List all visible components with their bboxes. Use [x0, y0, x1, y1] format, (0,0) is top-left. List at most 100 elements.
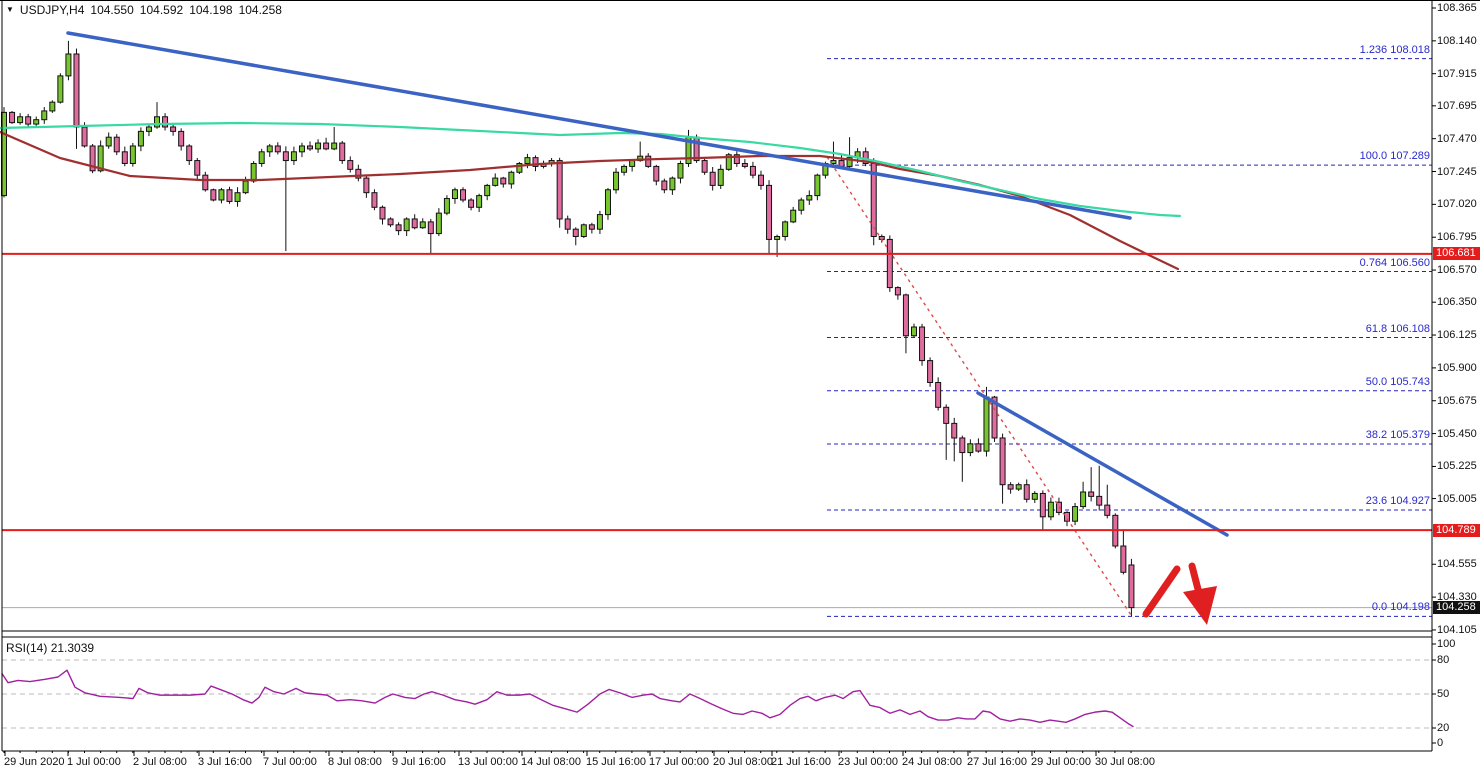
candlestick — [105, 136, 112, 147]
price-axis-label: 105.675 — [1437, 395, 1477, 407]
candlestick — [97, 145, 104, 172]
time-axis-label: 27 Jul 16:00 — [967, 756, 1027, 768]
candlestick — [339, 142, 346, 162]
candlestick — [741, 162, 748, 167]
price-axis-label: 106.350 — [1437, 296, 1477, 308]
candlestick — [202, 174, 209, 191]
price-axis-label: 105.900 — [1437, 362, 1477, 374]
candlestick — [9, 111, 16, 124]
candlestick — [653, 165, 660, 182]
candlestick — [733, 154, 740, 164]
time-axis-label: 13 Jul 00:00 — [458, 756, 518, 768]
candlestick — [403, 218, 410, 232]
candlestick — [492, 177, 499, 186]
candlestick — [234, 192, 241, 202]
ohlc-low: 104.198 — [189, 3, 233, 17]
price-axis-label: 107.470 — [1437, 133, 1477, 145]
rsi-axis-label: 50 — [1437, 688, 1450, 700]
candlestick — [347, 160, 354, 170]
candlestick — [1120, 545, 1127, 573]
time-axis-label: 20 Jul 08:00 — [713, 756, 773, 768]
time-axis-label: 29 Jun 2020 — [4, 756, 65, 768]
price-axis-label: 106.570 — [1437, 264, 1477, 276]
candlestick — [89, 145, 96, 172]
price-axis-label: 104.555 — [1437, 558, 1477, 570]
candlestick — [927, 360, 934, 383]
candlestick — [806, 195, 813, 201]
candlestick — [798, 199, 805, 211]
time-axis-label: 3 Jul 16:00 — [198, 756, 252, 768]
candlestick — [282, 151, 289, 162]
candlestick — [355, 168, 362, 179]
candlestick — [460, 189, 467, 201]
candlestick — [129, 145, 136, 164]
candlestick — [387, 218, 394, 226]
candlestick — [1096, 495, 1103, 506]
candlestick — [49, 101, 56, 112]
candlestick — [814, 174, 821, 197]
candlestick — [210, 189, 217, 201]
candlestick — [1063, 511, 1070, 522]
fib-level-label: 61.8 106.108 — [1365, 323, 1430, 335]
candlestick — [468, 199, 475, 208]
price-axis-label: 108.140 — [1437, 35, 1477, 47]
candlestick — [1039, 492, 1046, 518]
candlestick — [226, 189, 233, 202]
candlestick — [709, 171, 716, 186]
price-axis-label: 106.795 — [1437, 231, 1477, 243]
candlestick — [170, 126, 177, 132]
candlestick — [572, 228, 579, 237]
candlestick — [57, 75, 64, 103]
candlestick — [902, 294, 909, 337]
ohlc-open: 104.550 — [90, 3, 134, 17]
candlestick — [1088, 491, 1095, 497]
price-axis-label: 105.450 — [1437, 428, 1477, 440]
candlestick — [242, 180, 249, 194]
time-axis-label: 9 Jul 16:00 — [392, 756, 446, 768]
candlestick — [613, 171, 620, 191]
candlestick — [838, 160, 845, 167]
candlestick — [427, 221, 434, 235]
candlestick — [218, 189, 225, 201]
candlestick — [766, 184, 773, 240]
candlestick — [121, 151, 128, 164]
candlestick — [935, 381, 942, 408]
candlestick — [645, 155, 652, 167]
candlestick — [290, 151, 297, 162]
price-axis-label: 104.105 — [1437, 624, 1477, 636]
rsi-value: 21.3039 — [50, 641, 95, 655]
symbol-dropdown-icon[interactable]: ▼ — [6, 5, 14, 14]
candlestick — [1072, 506, 1079, 522]
price-axis-label: 107.020 — [1437, 198, 1477, 210]
candlestick — [757, 174, 764, 186]
candlestick — [629, 160, 636, 167]
rsi-name: RSI(14) — [6, 641, 48, 655]
price-axis-label: 105.005 — [1437, 493, 1477, 505]
time-axis-label: 24 Jul 08:00 — [902, 756, 962, 768]
chart-title-symbol: USDJPY,H4 — [19, 3, 85, 17]
candlestick — [307, 145, 314, 150]
candlestick — [484, 184, 491, 197]
candlestick — [266, 145, 273, 153]
candlestick — [154, 116, 161, 128]
candlestick — [782, 221, 789, 237]
candlestick — [1031, 492, 1038, 500]
candlestick — [178, 130, 185, 147]
candlestick — [476, 195, 483, 208]
chart-title-bar: ▼ USDJPY,H4 104.550 104.592 104.198 104.… — [6, 3, 282, 17]
rsi-axis-label: 80 — [1437, 654, 1450, 666]
candlestick — [604, 189, 611, 216]
candlestick — [137, 130, 144, 147]
candlestick — [1047, 501, 1054, 518]
candlestick — [669, 177, 676, 191]
candlestick — [556, 160, 563, 220]
candlestick — [516, 162, 523, 173]
candlestick — [274, 145, 281, 153]
candlestick — [919, 326, 926, 362]
fib-level-label: 50.0 105.743 — [1365, 376, 1430, 388]
rsi-axis-label: 100 — [1437, 638, 1456, 650]
time-axis-label: 1 Jul 00:00 — [67, 756, 121, 768]
candlestick — [371, 192, 378, 208]
price-axis-label: 106.125 — [1437, 329, 1477, 341]
